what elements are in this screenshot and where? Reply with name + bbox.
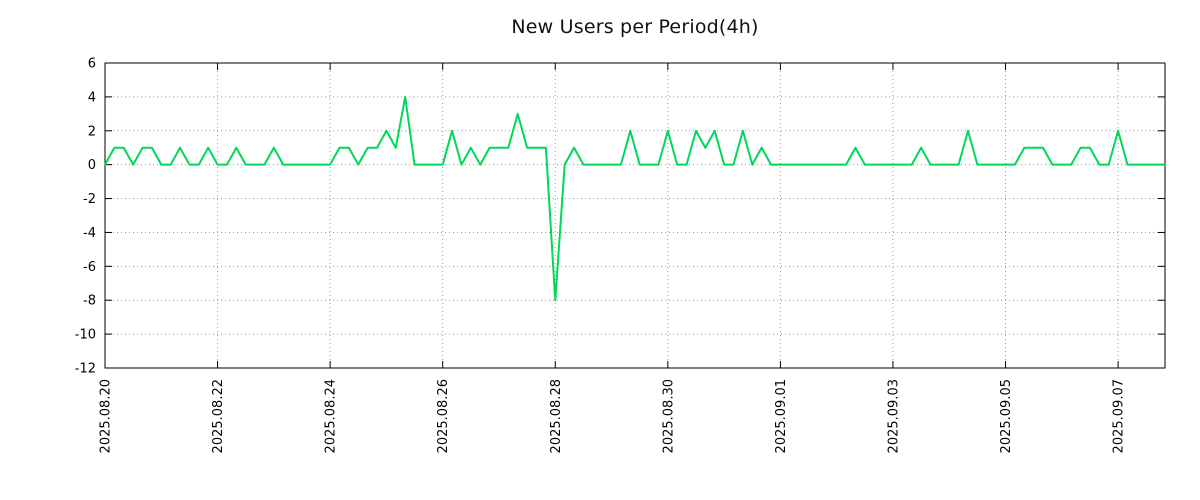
- y-tick-label: -12: [75, 362, 96, 377]
- x-tick-label: 2025.09.07: [1112, 379, 1127, 453]
- y-tick-label: -10: [75, 328, 96, 343]
- chart-title: New Users per Period(4h): [511, 16, 759, 38]
- y-tick-label: 4: [88, 90, 96, 105]
- x-tick-label: 2025.09.01: [774, 379, 789, 453]
- x-tick-label: 2025.08.30: [661, 379, 676, 453]
- y-tick-label: 2: [88, 124, 96, 139]
- y-tick-label: -6: [83, 260, 96, 275]
- y-tick-label: -4: [83, 226, 96, 241]
- x-tick-label: 2025.08.22: [211, 379, 226, 453]
- x-tick-label: 2025.08.20: [99, 379, 114, 453]
- y-tick-label: 6: [88, 57, 96, 72]
- x-tick-label: 2025.09.03: [886, 379, 901, 453]
- x-tick-label: 2025.08.28: [549, 379, 564, 453]
- x-tick-label: 2025.08.26: [436, 379, 451, 453]
- y-tick-label: -8: [83, 294, 96, 309]
- y-tick-label: 0: [88, 158, 96, 173]
- y-tick-label: -2: [83, 192, 96, 207]
- x-tick-label: 2025.09.05: [999, 379, 1014, 453]
- series-line: [104, 95, 1166, 302]
- plot-border: [104, 62, 1166, 369]
- x-tick-label: 2025.08.24: [324, 379, 339, 453]
